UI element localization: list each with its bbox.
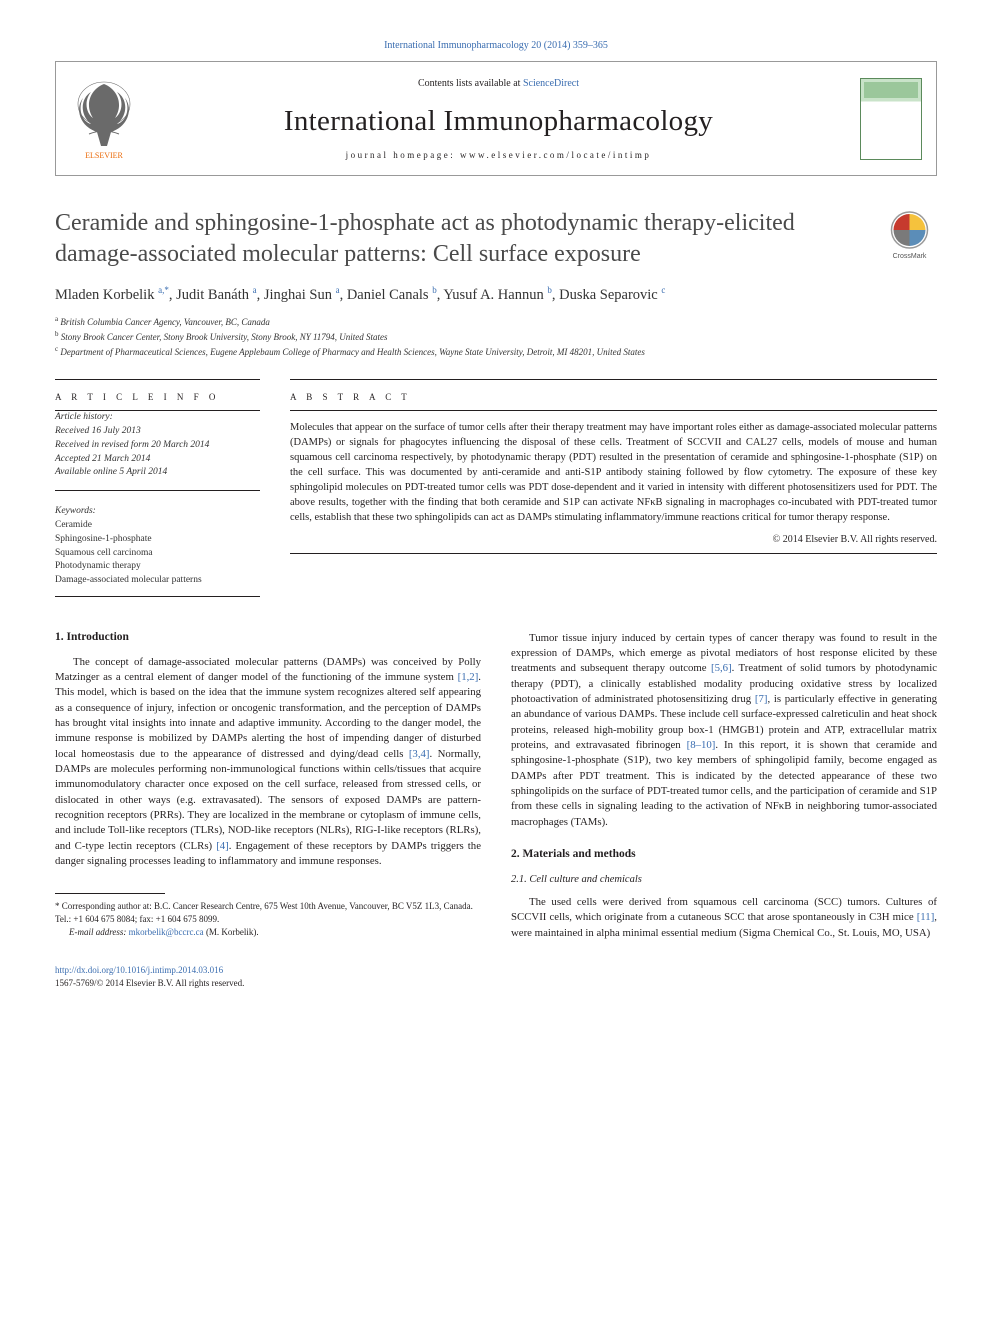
subsection-heading: 2.1. Cell culture and chemicals — [511, 874, 937, 885]
abstract-copyright: © 2014 Elsevier B.V. All rights reserved… — [290, 526, 937, 545]
sciencedirect-link[interactable]: ScienceDirect — [523, 78, 579, 89]
section-heading-intro: 1. Introduction — [55, 631, 481, 643]
citation-link[interactable]: [4] — [216, 840, 229, 852]
abstract-text: Molecules that appear on the surface of … — [290, 411, 937, 525]
body-paragraph: The used cells were derived from squamou… — [511, 895, 937, 941]
keywords-block: Keywords: Ceramide Sphingosine-1-phospha… — [55, 505, 260, 588]
keyword: Photodynamic therapy — [55, 561, 141, 571]
para-text: The used cells were derived from squamou… — [511, 896, 937, 923]
para-text: . Normally, DAMPs are molecules performi… — [55, 748, 481, 852]
journal-homepage: journal homepage: www.elsevier.com/locat… — [346, 150, 652, 166]
citation-link[interactable]: [1,2] — [458, 671, 479, 683]
journal-name: International Immunopharmacology — [284, 99, 713, 150]
footnote-text: * Corresponding author at: B.C. Cancer R… — [55, 900, 481, 925]
left-column: 1. Introduction The concept of damage-as… — [55, 631, 481, 990]
crossmark-icon[interactable]: CrossMark — [882, 208, 937, 263]
author-affil-sup: c — [661, 285, 665, 295]
corresponding-author-footnote: * Corresponding author at: B.C. Cancer R… — [55, 900, 481, 938]
para-text: . This model, which is based on the idea… — [55, 671, 481, 760]
body-paragraph: The concept of damage-associated molecul… — [55, 655, 481, 870]
history-label: Article history: — [55, 412, 113, 422]
footnote-text: (M. Korbelik). — [204, 927, 259, 937]
author-name: Mladen Korbelik — [55, 287, 158, 303]
history-accepted: Accepted 21 March 2014 — [55, 454, 150, 464]
email-label: E-mail address: — [69, 927, 129, 937]
affiliation-text: Department of Pharmaceutical Sciences, E… — [60, 347, 645, 357]
footer-block: http://dx.doi.org/10.1016/j.intimp.2014.… — [55, 964, 481, 989]
svg-text:CrossMark: CrossMark — [893, 253, 927, 260]
para-text: . In this report, it is shown that ceram… — [511, 739, 937, 828]
journal-header: ELSEVIER Contents lists available at Sci… — [55, 61, 937, 176]
journal-cover-icon — [860, 78, 922, 160]
authors-line: Mladen Korbelik a,*, Judit Banáth a, Jin… — [55, 285, 937, 304]
issn-copyright: 1567-5769/© 2014 Elsevier B.V. All right… — [55, 978, 244, 988]
affiliation-text: Stony Brook Cancer Center, Stony Brook U… — [61, 332, 388, 342]
section-heading-mm: 2. Materials and methods — [511, 848, 937, 860]
citation-link[interactable]: [7] — [755, 693, 768, 705]
para-text: The concept of damage-associated molecul… — [55, 656, 481, 683]
body-paragraph: Tumor tissue injury induced by certain t… — [511, 631, 937, 830]
keywords-label: Keywords: — [55, 505, 260, 519]
citation-link[interactable]: [3,4] — [409, 748, 430, 760]
right-column: Tumor tissue injury induced by certain t… — [511, 631, 937, 990]
elsevier-tree-icon: ELSEVIER — [69, 76, 139, 161]
keyword: Squamous cell carcinoma — [55, 548, 153, 558]
abstract-label: A B S T R A C T — [290, 380, 937, 410]
contents-available: Contents lists available at ScienceDirec… — [418, 72, 579, 99]
author-name: , Judit Banáth — [169, 287, 253, 303]
article-info-label: A R T I C L E I N F O — [55, 380, 260, 410]
elsevier-logo-cell: ELSEVIER — [56, 62, 151, 175]
svg-text:ELSEVIER: ELSEVIER — [85, 151, 123, 160]
citation-link[interactable]: [11] — [917, 911, 935, 923]
citation-link[interactable]: [5,6] — [711, 662, 732, 674]
author-name: , Duska Separovic — [552, 287, 662, 303]
history-received: Received 16 July 2013 — [55, 426, 141, 436]
affiliations: a British Columbia Cancer Agency, Vancou… — [55, 314, 937, 359]
article-title: Ceramide and sphingosine-1-phosphate act… — [55, 208, 866, 269]
keyword: Sphingosine-1-phosphate — [55, 534, 152, 544]
author-name: , Jinghai Sun — [257, 287, 336, 303]
author-name: , Daniel Canals — [340, 287, 433, 303]
journal-issue-link[interactable]: International Immunopharmacology 20 (201… — [55, 40, 937, 51]
journal-cover-cell — [846, 62, 936, 175]
history-revised: Received in revised form 20 March 2014 — [55, 440, 209, 450]
history-online: Available online 5 April 2014 — [55, 467, 167, 477]
doi-link[interactable]: http://dx.doi.org/10.1016/j.intimp.2014.… — [55, 965, 223, 975]
keyword: Ceramide — [55, 520, 92, 530]
contents-prefix: Contents lists available at — [418, 78, 523, 89]
email-link[interactable]: mkorbelik@bccrc.ca — [129, 927, 204, 937]
affiliation-text: British Columbia Cancer Agency, Vancouve… — [60, 317, 270, 327]
keyword: Damage-associated molecular patterns — [55, 575, 202, 585]
author-name: , Yusuf A. Hannun — [437, 287, 548, 303]
citation-link[interactable]: [8–10] — [687, 739, 716, 751]
article-history: Article history: Received 16 July 2013 R… — [55, 411, 260, 480]
